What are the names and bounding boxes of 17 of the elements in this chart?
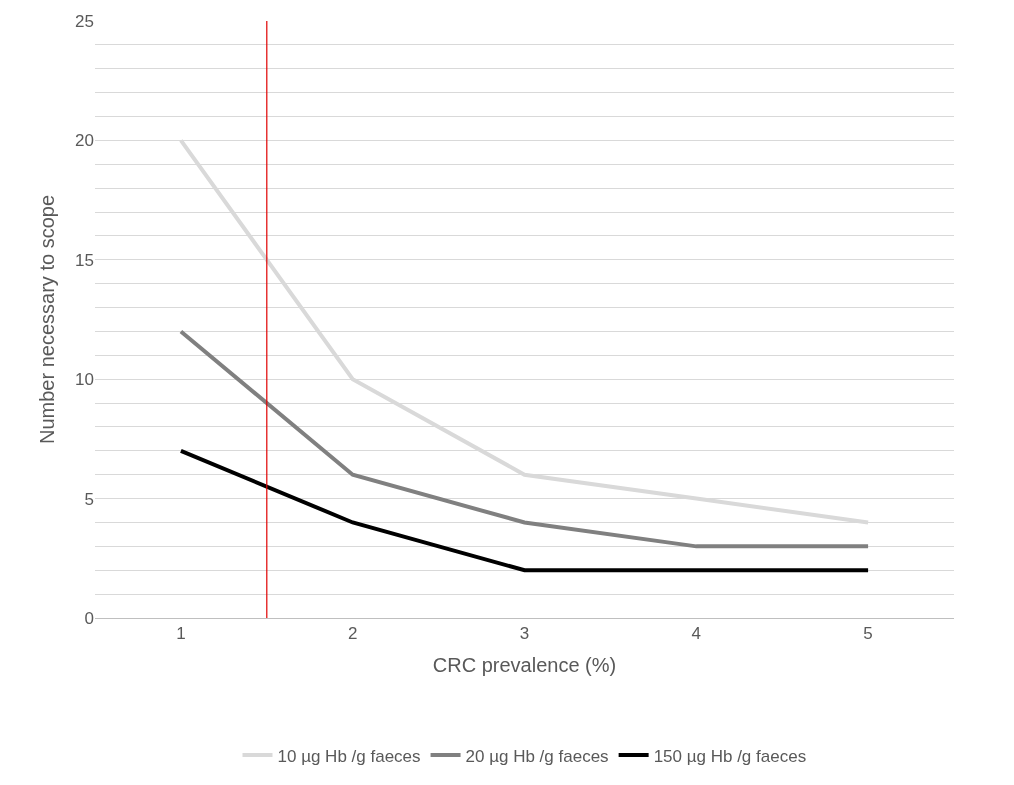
line-series	[178, 329, 871, 549]
legend-label: 150 µg Hb /g faeces	[653, 746, 807, 766]
x-tick-label: 4	[691, 624, 702, 644]
x-tick-label: 3	[519, 624, 530, 644]
y-tick-label: 20	[75, 131, 94, 151]
legend-label: 10 µg Hb /g faeces	[277, 746, 421, 766]
x-axis-title: CRC prevalence (%)	[432, 653, 617, 676]
y-tick-label: 5	[84, 489, 94, 509]
y-tick-label: 15	[75, 250, 94, 270]
y-tick-label: 25	[75, 11, 94, 31]
x-tick-label: 5	[863, 624, 873, 644]
x-tick-label: 2	[347, 624, 358, 644]
y-tick-label: 0	[84, 608, 94, 628]
x-tick-label: 1	[176, 624, 186, 644]
y-axis-title: Number necessary to scope	[35, 194, 58, 445]
y-tick-label: 10	[75, 370, 94, 390]
legend-label: 20 µg Hb /g faeces	[465, 746, 609, 766]
